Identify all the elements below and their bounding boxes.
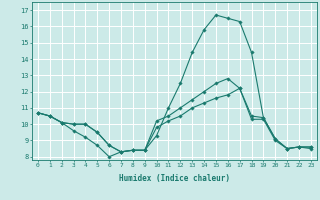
X-axis label: Humidex (Indice chaleur): Humidex (Indice chaleur) <box>119 174 230 183</box>
